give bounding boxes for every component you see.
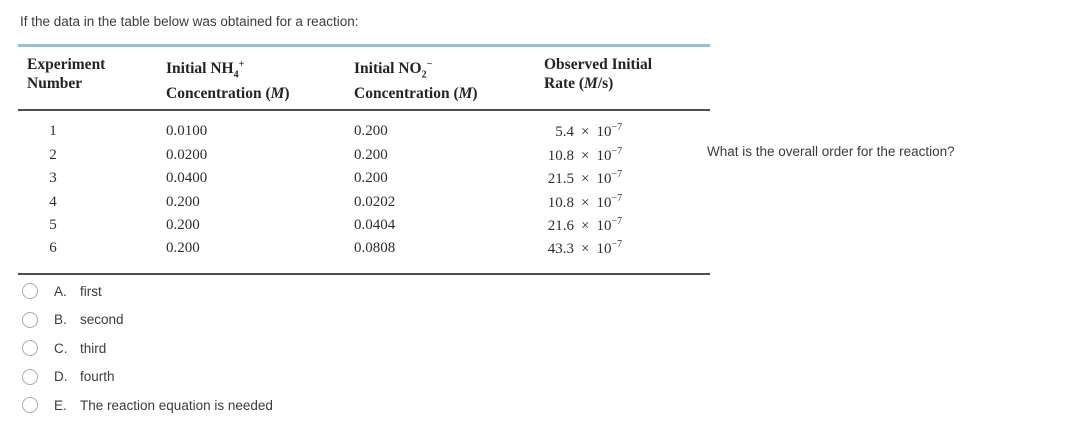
nh4-superscript: +	[238, 59, 245, 70]
no2-subscript: 2	[421, 69, 427, 81]
nh4-subscript: 4	[233, 69, 239, 81]
experiment-number: 2	[49, 146, 57, 163]
option-label: third	[80, 340, 107, 356]
option-label: fourth	[80, 369, 115, 384]
option-letter: C.	[54, 340, 68, 356]
option-label: second	[80, 312, 124, 327]
header-experiment-number: Experiment Number	[27, 56, 106, 92]
no2-concentration: 0.0808	[354, 240, 396, 257]
nh4-concentration: 0.200	[166, 240, 200, 257]
table-row: 1 0.0100 0.200 5.4 × 10−7	[18, 120, 710, 143]
nh4-concentration: 0.0100	[166, 123, 208, 140]
option-letter: A.	[54, 283, 67, 299]
table-row: 4 0.200 0.0202 10.8 × 10−7	[18, 190, 710, 213]
question-prompt: What is the overall order for the reacti…	[707, 144, 955, 159]
option-d[interactable]: D. fourth	[22, 367, 273, 387]
no2-concentration: 0.200	[354, 123, 388, 140]
no2-concentration: 0.0202	[354, 193, 396, 210]
table-row: 5 0.200 0.0404 21.6 × 10−7	[18, 214, 710, 237]
experiment-number: 4	[49, 193, 57, 210]
observed-rate: 21.5 × 10−7	[547, 169, 623, 188]
table-row: 2 0.0200 0.200 10.8 × 10−7	[18, 144, 710, 167]
option-letter: D.	[54, 369, 68, 384]
observed-rate: 10.8 × 10−7	[547, 145, 623, 164]
header-initial-no2: Initial NO2− Concentration (M)	[354, 59, 478, 103]
no2-concentration: 0.0404	[354, 217, 396, 233]
observed-rate: 43.3 × 10−7	[547, 239, 623, 258]
radio-button-icon[interactable]	[22, 397, 38, 413]
experiment-number: 1	[49, 123, 57, 140]
table-body: 1 0.0100 0.200 5.4 × 10−7 2 0.0200 0.200 1…	[18, 111, 710, 272]
header-observed-rate: Observed Initial Rate (M/s)	[544, 56, 653, 92]
header-initial-nh4: Initial NH4+ Concentration (M)	[166, 59, 290, 103]
option-c[interactable]: C. third	[22, 338, 273, 358]
observed-rate: 5.4 × 10−7	[555, 122, 623, 141]
nh4-concentration: 0.0400	[166, 170, 208, 187]
table-row: 6 0.200 0.0808 43.3 × 10−7	[18, 237, 710, 260]
question-intro: If the data in the table below was obtai…	[20, 14, 359, 29]
no2-concentration: 0.200	[354, 170, 388, 187]
radio-button-icon[interactable]	[22, 340, 38, 356]
no2-superscript: −	[426, 59, 433, 70]
option-label: first	[80, 283, 102, 299]
observed-rate: 10.8 × 10−7	[547, 192, 623, 211]
answer-options-list: A. first B. second C. third D. fourth E.…	[22, 281, 273, 424]
option-label: The reaction equation is needed	[80, 397, 273, 413]
experiment-number: 6	[49, 240, 57, 257]
option-a[interactable]: A. first	[22, 281, 273, 301]
experiment-number: 5	[49, 217, 57, 233]
nh4-concentration: 0.0200	[166, 146, 208, 163]
option-e[interactable]: E. The reaction equation is needed	[22, 395, 273, 415]
radio-button-icon[interactable]	[22, 283, 38, 299]
observed-rate: 21.6 × 10−7	[547, 216, 623, 234]
nh4-concentration: 0.200	[166, 217, 200, 233]
nh4-concentration: 0.200	[166, 193, 200, 210]
table-header-row: Experiment Number Initial NH4+ Concentra…	[18, 47, 710, 112]
reaction-data-table: Experiment Number Initial NH4+ Concentra…	[18, 44, 710, 275]
option-letter: E.	[54, 397, 67, 413]
radio-button-icon[interactable]	[22, 368, 38, 385]
experiment-number: 3	[49, 170, 57, 187]
table-row: 3 0.0400 0.200 21.5 × 10−7	[18, 167, 710, 190]
option-b[interactable]: B. second	[22, 310, 273, 330]
no2-concentration: 0.200	[354, 146, 388, 163]
option-letter: B.	[54, 312, 67, 327]
radio-button-icon[interactable]	[22, 311, 38, 328]
